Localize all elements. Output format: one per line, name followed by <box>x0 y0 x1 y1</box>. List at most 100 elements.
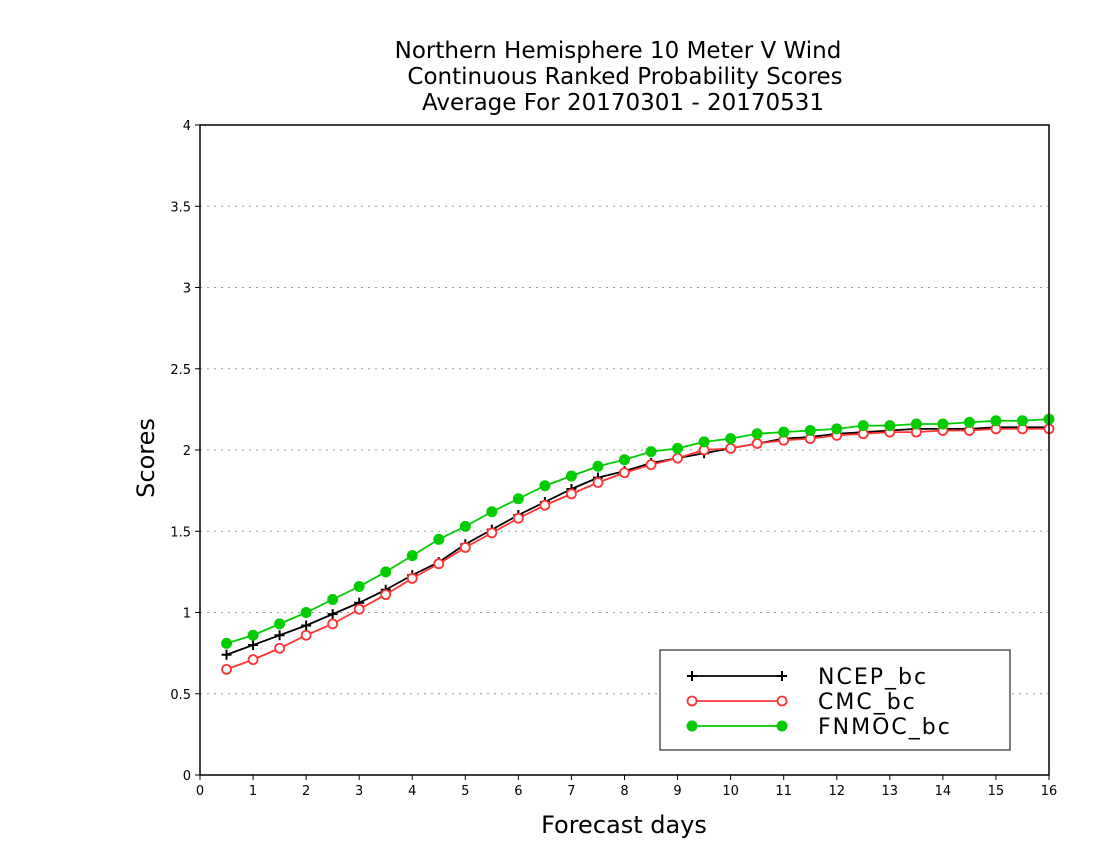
data-point-FNMOC_bc-11 <box>512 493 524 505</box>
legend-marker-right-FNMOC_bc <box>776 720 788 732</box>
x-tick-label-6: 6 <box>514 784 522 799</box>
data-point-NCEP_bc-2-glyph <box>274 630 285 641</box>
y-tick-label-7: 3.5 <box>170 200 191 215</box>
legend-marker-right-NCEP_bc-glyph <box>777 671 787 681</box>
data-point-FNMOC_bc-4 <box>327 594 339 605</box>
data-point-CMC_bc-13 <box>566 488 577 500</box>
axis-ticks: 00.511.522.533.540 1 2 3 4 5 6 7 8 9 10 11 12 13 14 15 1… <box>170 119 1057 799</box>
x-tick-label-10: 10 <box>722 784 739 799</box>
data-point-CMC_bc-19 <box>725 442 737 454</box>
data-point-FNMOC_bc-29 <box>990 415 1002 427</box>
x-tick-label-11: 11 <box>775 784 792 799</box>
y-tick-label-0: 0 <box>183 769 191 784</box>
data-point-CMC_bc-14 <box>592 477 604 488</box>
data-point-NCEP_bc-1-glyph <box>248 640 259 650</box>
title-line-1: Northern Hemisphere 10 Meter V Wind <box>395 38 842 64</box>
data-point-FNMOC_bc-0 <box>221 637 233 649</box>
data-point-NCEP_bc-1 <box>248 640 259 650</box>
data-point-FNMOC_bc-6 <box>380 566 392 578</box>
x-tick-label-9: 9 <box>673 784 681 799</box>
data-point-FNMOC_bc-21 <box>778 426 790 438</box>
data-point-CMC_bc-11 <box>512 512 524 524</box>
data-point-FNMOC_bc-20 <box>751 428 763 440</box>
x-tick-label-3: 3 <box>355 784 363 799</box>
y-tick-label-4: 2 <box>183 444 191 459</box>
series-CMC_bc <box>221 423 1055 675</box>
x-tick-label-2: 2 <box>302 784 310 799</box>
legend-marker-left-CMC_bc <box>686 695 698 707</box>
data-point-FNMOC_bc-3 <box>300 607 312 618</box>
data-point-NCEP_bc-0 <box>221 649 232 660</box>
data-point-CMC_bc-15 <box>619 467 630 479</box>
legend-marker-left-NCEP_bc <box>687 671 697 681</box>
x-tick-label-13: 13 <box>882 784 899 799</box>
data-point-FNMOC_bc-14 <box>592 460 604 472</box>
data-point-FNMOC_bc-19 <box>725 433 737 445</box>
data-point-CMC_bc-10 <box>486 527 498 539</box>
chart-title: Northern Hemisphere 10 Meter V Wind Cont… <box>395 38 843 116</box>
data-point-CMC_bc-9 <box>459 542 471 553</box>
y-tick-label-8: 4 <box>183 119 191 134</box>
data-point-FNMOC_bc-15 <box>619 454 630 466</box>
data-point-FNMOC_bc-17 <box>672 442 684 454</box>
title-line-2: Continuous Ranked Probability Scores <box>407 64 842 90</box>
data-point-FNMOC_bc-5 <box>353 581 365 592</box>
title-line-3: Average For 20170301 - 20170531 <box>422 90 824 116</box>
data-point-FNMOC_bc-10 <box>486 506 498 518</box>
y-tick-label-1: 0.5 <box>170 688 191 703</box>
legend-box <box>659 649 1011 751</box>
series-line-CMC_bc <box>226 427 1049 671</box>
legend-marker-right-CMC_bc <box>776 695 788 707</box>
x-tick-label-14: 14 <box>935 784 952 799</box>
data-point-NCEP_bc-4 <box>327 609 338 620</box>
data-point-CMC_bc-2 <box>274 642 285 654</box>
legend-label-CMC_bc: CMC_bc <box>818 690 917 715</box>
x-tick-label-12: 12 <box>828 784 845 799</box>
data-point-FNMOC_bc-1 <box>247 629 259 641</box>
legend-label-NCEP_bc: NCEP_bc <box>818 665 928 690</box>
data-point-FNMOC_bc-16 <box>645 446 657 458</box>
y-tick-label-3: 1.5 <box>170 525 191 540</box>
legend-marker-right-NCEP_bc <box>777 671 787 681</box>
series-line-NCEP_bc <box>226 426 1049 656</box>
series-FNMOC_bc <box>221 413 1055 649</box>
y-tick-label-6: 3 <box>183 282 191 297</box>
data-point-FNMOC_bc-25 <box>884 420 896 432</box>
data-point-FNMOC_bc-8 <box>433 533 445 545</box>
data-point-CMC_bc-20 <box>751 438 763 449</box>
data-point-CMC_bc-1 <box>247 654 259 666</box>
legend-marker-left-FNMOC_bc <box>686 720 698 732</box>
data-point-FNMOC_bc-22 <box>804 425 816 436</box>
data-point-CMC_bc-6 <box>380 589 392 601</box>
x-tick-label-7: 7 <box>567 784 575 799</box>
data-point-FNMOC_bc-26 <box>910 418 922 430</box>
x-tick-label-5: 5 <box>461 784 469 799</box>
data-point-FNMOC_bc-13 <box>565 470 577 482</box>
legend-entry-CMC_bc: CMC_bc <box>686 690 917 715</box>
x-tick-label-1: 1 <box>249 784 257 799</box>
data-point-CMC_bc-3 <box>300 629 312 641</box>
grid <box>200 205 1049 695</box>
data-point-FNMOC_bc-30 <box>1016 415 1028 427</box>
data-point-CMC_bc-7 <box>406 572 418 584</box>
data-point-CMC_bc-12 <box>539 499 551 511</box>
data-point-NCEP_bc-0-glyph <box>221 649 232 660</box>
x-tick-label-4: 4 <box>408 784 416 799</box>
legend-entry-FNMOC_bc: FNMOC_bc <box>686 715 950 740</box>
data-point-NCEP_bc-3-glyph <box>301 620 312 631</box>
legend-marker-left-NCEP_bc-glyph <box>687 671 697 681</box>
y-tick-label-5: 2.5 <box>170 363 191 378</box>
data-point-CMC_bc-8 <box>433 558 445 570</box>
data-point-FNMOC_bc-28 <box>963 416 975 428</box>
y-tick-label-2: 1 <box>183 607 191 622</box>
data-point-FNMOC_bc-12 <box>539 480 551 492</box>
data-point-CMC_bc-0 <box>221 663 232 675</box>
data-point-FNMOC_bc-23 <box>831 423 843 435</box>
series-NCEP_bc <box>221 422 1054 660</box>
data-point-FNMOC_bc-2 <box>274 618 286 630</box>
data-point-CMC_bc-5 <box>353 603 365 615</box>
x-tick-label-16: 16 <box>1041 784 1058 799</box>
data-point-NCEP_bc-4-glyph <box>327 609 338 620</box>
